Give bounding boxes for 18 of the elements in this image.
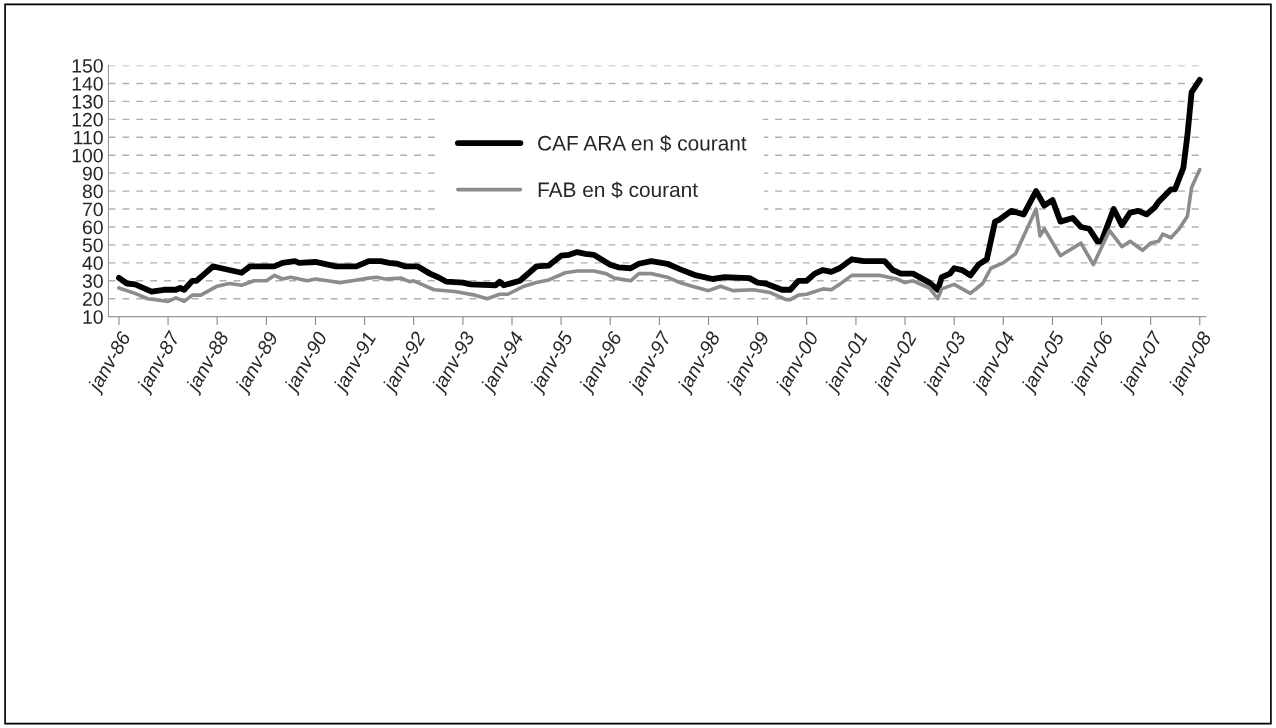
y-tick-label: 50 <box>82 238 103 253</box>
y-tick-label: 10 <box>83 310 103 324</box>
y-tick-label: 130 <box>72 94 103 109</box>
y-tick-label: 90 <box>82 166 103 181</box>
legend-label: FAB en $ courant <box>538 181 698 199</box>
y-tick-label: 70 <box>82 202 103 217</box>
y-tick-label: 80 <box>82 184 103 199</box>
y-tick-label: 110 <box>74 130 103 145</box>
legend-label: CAF ARA en $ courant <box>538 134 747 152</box>
y-tick-label: 120 <box>72 112 103 127</box>
y-tick-label: 100 <box>72 148 103 163</box>
y-tick-label: 20 <box>82 292 103 306</box>
y-tick-label: 150 <box>72 58 103 73</box>
y-tick-label: 30 <box>82 274 103 289</box>
y-tick-label: 60 <box>82 220 103 235</box>
y-tick-label: 140 <box>72 76 103 91</box>
y-tick-label: 40 <box>82 256 103 271</box>
line-series <box>117 167 1202 304</box>
